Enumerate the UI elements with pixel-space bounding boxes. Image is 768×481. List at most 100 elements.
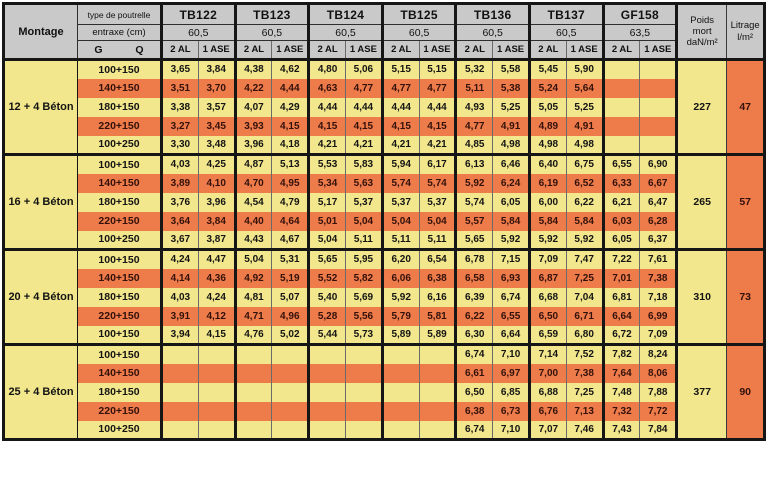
value-cell: 7,82: [601, 344, 640, 364]
value-cell: 5,84: [527, 211, 567, 231]
poids-header-line: mort: [692, 25, 712, 37]
value-cell: [601, 78, 640, 98]
table-row: 180+150 3,76 3,96 4,54 4,79 5,17 5,37 5,37 5,37 5…: [4, 192, 765, 212]
value-cell: 4,76: [233, 325, 272, 345]
value-cell: 5,40: [307, 287, 346, 307]
value-cell: 7,64: [601, 363, 640, 383]
value-cell: [344, 401, 383, 421]
value-cell: 5,04: [418, 211, 456, 231]
value-cell: 3,93: [233, 116, 272, 136]
value-cell: 6,88: [527, 382, 567, 402]
value-cell: 7,04: [565, 287, 604, 307]
value-cell: 3,67: [160, 230, 199, 250]
value-cell: 5,90: [565, 59, 604, 79]
value-cell: 4,21: [344, 135, 383, 155]
value-cell: 5,04: [380, 211, 420, 231]
value-cell: [380, 420, 420, 440]
entraxe-value: 63,5: [601, 24, 677, 41]
montage-block-label: 12 + 4 Béton: [3, 59, 78, 155]
value-cell: 5,65: [454, 230, 493, 250]
gq-load-cell: 140+150: [77, 78, 162, 98]
value-cell: 5,31: [271, 249, 309, 269]
value-cell: 4,47: [197, 249, 236, 269]
value-cell: 3,94: [160, 325, 199, 345]
value-cell: 4,44: [307, 97, 346, 117]
value-cell: 6,22: [454, 306, 493, 326]
value-cell: 6,99: [639, 306, 677, 326]
value-cell: 5,06: [344, 59, 383, 79]
value-cell: 5,92: [565, 230, 604, 250]
value-cell: 6,47: [639, 192, 677, 212]
value-cell: [233, 382, 272, 402]
value-cell: 5,92: [492, 230, 530, 250]
gq-load-cell: 140+150: [77, 268, 162, 288]
gq-load-cell: 140+150: [77, 363, 162, 383]
value-cell: 7,01: [601, 268, 640, 288]
value-cell: 7,38: [639, 268, 677, 288]
value-cell: 5,92: [527, 230, 567, 250]
value-cell: 6,67: [639, 173, 677, 193]
value-cell: 5,34: [307, 173, 346, 193]
table-header: Montage type de poutrelle TB122 TB123 TB124 T…: [3, 3, 765, 60]
value-cell: 5,79: [380, 306, 420, 326]
value-cell: 6,16: [418, 287, 456, 307]
subcol-header-1ase: 1 ASE: [565, 40, 604, 60]
value-cell: 5,94: [380, 154, 420, 174]
value-cell: 5,84: [492, 211, 530, 231]
value-cell: 3,91: [160, 306, 199, 326]
value-cell: 6,46: [492, 154, 530, 174]
document-page: Montage type de poutrelle TB122 TB123 TB124 T…: [2, 2, 767, 441]
value-cell: 6,64: [492, 325, 530, 345]
entraxe-label: entraxe (cm): [77, 24, 162, 41]
value-cell: [160, 401, 199, 421]
value-cell: 5,15: [418, 59, 456, 79]
subcol-header-2al: 2 AL: [307, 40, 346, 60]
table-row: 180+150 6,50 6,85 6,88 7,25 7,48 7,88: [4, 382, 765, 402]
value-cell: 5,89: [418, 325, 456, 345]
value-cell: 4,77: [418, 78, 456, 98]
table-row: 140+150 6,61 6,97 7,00 7,38 7,64 8,06: [4, 363, 765, 383]
table-row: 100+250 3,67 3,87 4,43 4,67 5,04 5,11 5,11 5,11 5…: [4, 230, 765, 250]
value-cell: 4,77: [380, 78, 420, 98]
q-label: Q: [135, 43, 144, 56]
value-cell: 7,09: [639, 325, 677, 345]
value-cell: 5,17: [307, 192, 346, 212]
value-cell: 5,89: [380, 325, 420, 345]
value-cell: 4,15: [271, 116, 309, 136]
value-cell: [307, 401, 346, 421]
value-cell: 6,55: [492, 306, 530, 326]
value-cell: 5,84: [565, 211, 604, 231]
value-cell: 6,73: [492, 401, 530, 421]
value-cell: 4,81: [233, 287, 272, 307]
gq-load-cell: 180+150: [77, 382, 162, 402]
value-cell: 4,77: [454, 116, 493, 136]
value-cell: 4,22: [233, 78, 272, 98]
value-cell: 5,19: [271, 268, 309, 288]
subcol-header-1ase: 1 ASE: [344, 40, 383, 60]
value-cell: 4,15: [418, 116, 456, 136]
value-cell: 6,93: [492, 268, 530, 288]
value-cell: 4,21: [418, 135, 456, 155]
value-cell: 6,03: [601, 211, 640, 231]
value-cell: 6,21: [601, 192, 640, 212]
value-cell: 7,32: [601, 401, 640, 421]
montage-block-label: 25 + 4 Béton: [3, 344, 78, 440]
montage-block: 20 + 4 Béton 100+150 4,24 4,47 5,04 5,31 5,65 5…: [3, 249, 765, 345]
value-cell: 3,27: [160, 116, 199, 136]
value-cell: [307, 363, 346, 383]
value-cell: 4,91: [492, 116, 530, 136]
value-cell: [233, 420, 272, 440]
table-row: 220+150 6,38 6,73 6,76 7,13 7,32 7,72: [4, 401, 765, 421]
subcol-header-2al: 2 AL: [527, 40, 567, 60]
value-cell: 4,15: [197, 325, 236, 345]
value-cell: 6,68: [527, 287, 567, 307]
value-cell: [418, 344, 456, 364]
litrage-value: 73: [726, 249, 765, 345]
value-cell: 5,04: [307, 230, 346, 250]
value-cell: 7,18: [639, 287, 677, 307]
montage-block: 25 + 4 Béton 100+150 6,74 7,10 7,14 7,52 7,82 8…: [3, 344, 765, 440]
value-cell: 7,48: [601, 382, 640, 402]
value-cell: 6,76: [527, 401, 567, 421]
table-row: 180+150 3,38 3,57 4,07 4,29 4,44 4,44 4,44 4,44 4…: [4, 97, 765, 117]
